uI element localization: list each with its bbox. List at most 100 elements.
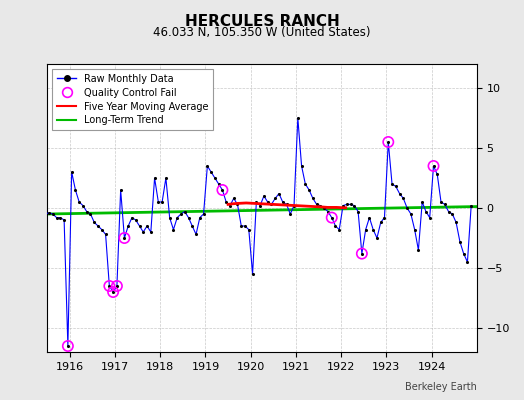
Point — [316, 202, 325, 209]
Point — [86, 211, 95, 217]
Point — [34, 208, 42, 215]
Point — [218, 187, 226, 193]
Point — [147, 229, 155, 235]
Point — [105, 283, 114, 289]
Text: 46.033 N, 105.350 W (United States): 46.033 N, 105.350 W (United States) — [153, 26, 371, 39]
Point — [41, 211, 49, 217]
Point — [267, 201, 276, 208]
Point — [418, 199, 427, 205]
Point — [203, 163, 212, 169]
Point — [113, 283, 121, 289]
Point — [384, 139, 392, 145]
Text: HERCULES RANCH: HERCULES RANCH — [184, 14, 340, 29]
Point — [233, 201, 242, 208]
Point — [271, 195, 279, 202]
Point — [256, 202, 264, 209]
Point — [467, 202, 475, 209]
Legend: Raw Monthly Data, Quality Control Fail, Five Year Moving Average, Long-Term Tren: Raw Monthly Data, Quality Control Fail, … — [52, 69, 213, 130]
Point — [166, 214, 174, 221]
Point — [199, 211, 208, 217]
Point — [433, 171, 441, 178]
Point — [45, 210, 53, 216]
Point — [463, 259, 472, 265]
Point — [135, 223, 144, 229]
Point — [49, 211, 57, 217]
Point — [301, 181, 310, 187]
Point — [403, 205, 411, 211]
Point — [102, 231, 110, 238]
Point — [64, 343, 72, 349]
Point — [128, 214, 136, 221]
Point — [113, 283, 121, 289]
Point — [22, 163, 30, 169]
Point — [37, 211, 46, 217]
Point — [279, 199, 287, 205]
Point — [83, 208, 91, 215]
Point — [218, 187, 226, 193]
Point — [26, 195, 35, 202]
Point — [298, 163, 306, 169]
Point — [139, 229, 147, 235]
Point — [275, 190, 283, 197]
Point — [422, 208, 430, 215]
Point — [177, 211, 185, 217]
Point — [222, 199, 231, 205]
Point — [214, 181, 223, 187]
Point — [30, 202, 38, 209]
Point — [388, 181, 396, 187]
Point — [158, 199, 166, 205]
Point — [437, 199, 445, 205]
Point — [162, 175, 170, 181]
Point — [335, 226, 343, 233]
Point — [365, 214, 374, 221]
Point — [79, 202, 87, 209]
Point — [105, 283, 114, 289]
Point — [75, 199, 83, 205]
Point — [396, 190, 404, 197]
Point — [22, 163, 30, 169]
Point — [52, 214, 61, 221]
Point — [252, 199, 260, 205]
Point — [460, 250, 468, 257]
Point — [429, 163, 438, 169]
Point — [116, 187, 125, 193]
Point — [143, 223, 151, 229]
Point — [56, 214, 64, 221]
Point — [407, 211, 415, 217]
Point — [293, 115, 302, 121]
Point — [68, 169, 76, 175]
Point — [245, 226, 253, 233]
Point — [373, 235, 381, 241]
Point — [369, 226, 377, 233]
Point — [124, 223, 133, 229]
Point — [64, 343, 72, 349]
Point — [286, 211, 294, 217]
Point — [331, 223, 340, 229]
Point — [150, 175, 159, 181]
Point — [444, 208, 453, 215]
Point — [132, 217, 140, 223]
Point — [343, 201, 351, 208]
Point — [320, 205, 329, 211]
Point — [97, 226, 106, 233]
Point — [328, 214, 336, 221]
Point — [391, 183, 400, 190]
Point — [109, 289, 117, 295]
Point — [350, 202, 358, 209]
Point — [309, 195, 317, 202]
Point — [384, 139, 392, 145]
Point — [441, 201, 449, 208]
Point — [211, 175, 219, 181]
Point — [94, 223, 102, 229]
Point — [324, 208, 332, 215]
Point — [120, 235, 128, 241]
Text: Berkeley Earth: Berkeley Earth — [405, 382, 477, 392]
Point — [410, 226, 419, 233]
Point — [60, 217, 68, 223]
Point — [399, 195, 408, 202]
Point — [358, 250, 366, 257]
Point — [358, 250, 366, 257]
Point — [184, 214, 193, 221]
Point — [248, 271, 257, 277]
Point — [109, 289, 117, 295]
